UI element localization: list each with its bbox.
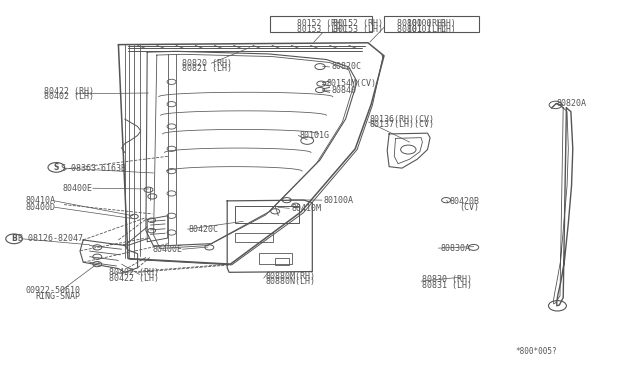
Text: 80136(RH)(CV): 80136(RH)(CV) — [370, 115, 435, 124]
Text: 80100 (RH): 80100 (RH) — [407, 19, 456, 28]
Bar — [259, 253, 292, 264]
Circle shape — [93, 254, 102, 259]
Circle shape — [167, 146, 176, 151]
Text: 80820 (RH): 80820 (RH) — [182, 59, 232, 68]
Text: 80101 (LH): 80101 (LH) — [397, 25, 447, 33]
Circle shape — [131, 214, 138, 219]
Circle shape — [167, 213, 176, 218]
Bar — [235, 232, 273, 242]
Text: 80821 (LH): 80821 (LH) — [182, 64, 232, 73]
Text: 80820A: 80820A — [557, 99, 587, 108]
Text: 80101G: 80101G — [300, 131, 330, 140]
Circle shape — [401, 145, 416, 154]
Circle shape — [93, 262, 102, 267]
Text: 80137(LH)(CV): 80137(LH)(CV) — [370, 121, 435, 129]
Circle shape — [468, 244, 479, 250]
Circle shape — [167, 79, 176, 84]
Text: S: S — [54, 163, 59, 172]
Text: *800*005?: *800*005? — [515, 347, 557, 356]
Circle shape — [548, 301, 566, 311]
Circle shape — [148, 194, 157, 199]
Text: RING-SNAP: RING-SNAP — [35, 292, 80, 301]
Text: 80154M(CV): 80154M(CV) — [326, 79, 376, 88]
Text: 80400E: 80400E — [152, 245, 182, 254]
Text: 80422 (RH): 80422 (RH) — [44, 87, 93, 96]
Text: 80422 (LH): 80422 (LH) — [109, 274, 159, 283]
Text: 80400E: 80400E — [63, 184, 93, 193]
Bar — [384, 16, 479, 32]
Text: 80880M(RH): 80880M(RH) — [266, 272, 316, 280]
Circle shape — [167, 191, 176, 196]
Text: 80400D: 80400D — [26, 203, 56, 212]
Circle shape — [282, 198, 291, 203]
Text: 80410M: 80410M — [291, 204, 321, 213]
Text: 80100A: 80100A — [323, 196, 353, 205]
Text: 80152 (RH): 80152 (RH) — [333, 19, 383, 28]
Text: B: B — [12, 234, 17, 243]
Text: 80101 (LH): 80101 (LH) — [407, 25, 456, 33]
Text: 80830A: 80830A — [440, 244, 470, 253]
Text: 80840: 80840 — [332, 86, 356, 94]
Circle shape — [6, 234, 22, 244]
Text: 80831 (LH): 80831 (LH) — [422, 281, 472, 290]
Circle shape — [167, 102, 176, 107]
Text: 80100 (RH): 80100 (RH) — [397, 19, 447, 28]
Circle shape — [167, 124, 176, 129]
Bar — [270, 16, 372, 32]
Circle shape — [549, 101, 562, 109]
Text: 80880N(LH): 80880N(LH) — [266, 278, 316, 286]
Text: 80152 (RH): 80152 (RH) — [297, 19, 346, 28]
Circle shape — [292, 203, 300, 208]
Text: 80402 (RH): 80402 (RH) — [109, 268, 159, 277]
Text: 00922-50610: 00922-50610 — [26, 286, 81, 295]
Text: 80402 (LH): 80402 (LH) — [44, 92, 93, 101]
Circle shape — [205, 245, 214, 250]
Circle shape — [148, 228, 156, 233]
Text: S 08363-6163B: S 08363-6163B — [61, 164, 126, 173]
Text: 80830 (RH): 80830 (RH) — [422, 275, 472, 284]
Bar — [235, 206, 299, 223]
Text: 80420C: 80420C — [189, 225, 219, 234]
Circle shape — [301, 137, 314, 144]
Circle shape — [144, 187, 153, 192]
Text: 80820C: 80820C — [332, 62, 362, 71]
Circle shape — [315, 64, 325, 70]
Circle shape — [317, 81, 326, 86]
Bar — [275, 258, 289, 265]
Text: B 08126-82047: B 08126-82047 — [18, 234, 83, 243]
Circle shape — [48, 163, 65, 172]
Circle shape — [148, 218, 156, 222]
Circle shape — [316, 87, 324, 93]
Circle shape — [93, 245, 102, 250]
Circle shape — [442, 198, 451, 203]
Circle shape — [167, 169, 176, 174]
Text: 80410A: 80410A — [26, 196, 56, 205]
Circle shape — [271, 209, 280, 214]
Text: (CV): (CV) — [460, 203, 479, 212]
Circle shape — [167, 230, 176, 235]
Text: 80153 (LH): 80153 (LH) — [333, 25, 383, 33]
Text: 80153 (LH): 80153 (LH) — [297, 25, 346, 33]
Text: 80420B: 80420B — [450, 197, 480, 206]
